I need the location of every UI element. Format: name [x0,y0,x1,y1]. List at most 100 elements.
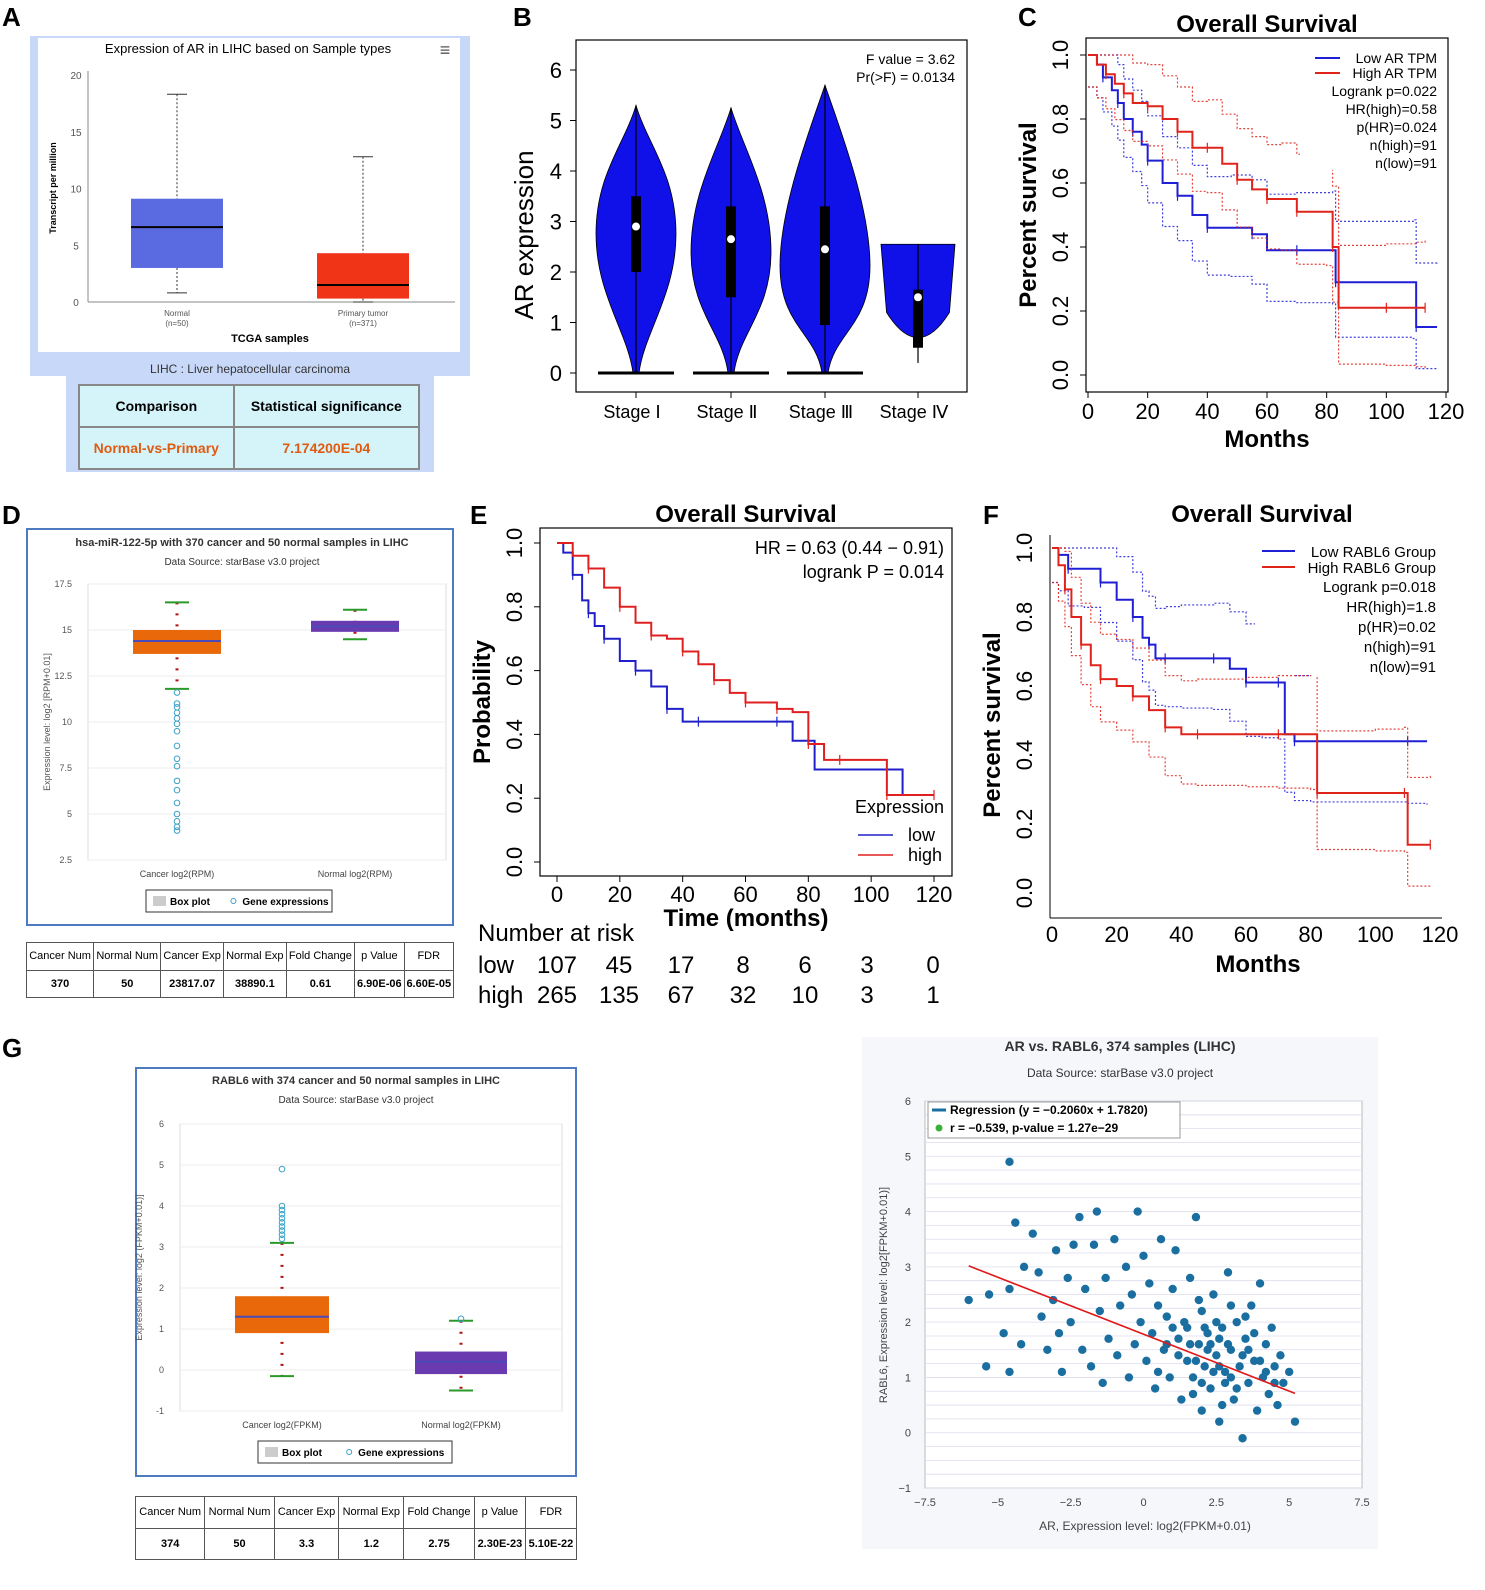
chart-title: Overall Survival [1171,501,1352,528]
table-header: Normal Exp [222,942,287,971]
x-tick-label: Primary tumor [338,309,389,318]
outlier-point [457,1315,465,1323]
violin-iqr [820,206,830,326]
scatter-point [1063,1273,1072,1283]
outlier-point [173,720,181,728]
scatter-point [1279,1378,1288,1388]
chart-subtitle: Data Source: starBase v3.0 project [1027,1066,1214,1080]
risk-value: 45 [606,952,633,979]
scatter-point [999,1329,1008,1338]
scatter-point [1217,1400,1227,1410]
risk-value: 17 [668,952,695,979]
table-header: Normal Num [204,1496,275,1529]
stat-label: n(high)=91 [1364,639,1436,656]
outlier-point [173,810,181,818]
ci-lower [1052,581,1431,887]
outlier-point [278,1235,286,1243]
y-tick-label: 5 [159,1160,164,1170]
legend-label: Regression (y = −0.2060x + 1.7820) [950,1103,1148,1117]
outlier-point [278,1210,286,1218]
outlier-point [173,727,181,735]
scatter-point [1028,1229,1037,1238]
x-tick-label: 80 [1314,399,1338,424]
outlier-point [173,689,181,696]
y-tick-label: 12.5 [54,671,72,681]
y-tick-label: 7.5 [59,763,72,773]
annotation: F value = 3.62 [866,51,955,67]
legend-box [927,1101,1181,1139]
scatter-point [1206,1340,1215,1349]
outlier-point [278,1227,286,1234]
scatter-point [1247,1301,1256,1310]
scatter-point [1075,1212,1084,1222]
chart-title: Overall Survival [655,501,836,528]
scatter-point [1113,1351,1122,1360]
table-cell: 374 [134,1527,206,1560]
y-tick-label: 4 [159,1201,164,1211]
scatter-point [1005,1367,1014,1377]
x-tick-label: 60 [733,882,757,907]
scatter-point [1244,1378,1253,1388]
y-tick-label: 3 [159,1242,164,1252]
risk-value: 1 [926,982,939,1009]
y-tick-label: 0 [159,1365,164,1375]
risk-table-title: Number at risk [478,920,635,947]
x-tick-label: 20 [608,882,632,907]
scatter-point [1136,1317,1145,1327]
y-tick-label: 1 [159,1324,164,1334]
scatter-point [1051,1246,1061,1255]
scatter-point [1177,1395,1186,1404]
scatter-point [1264,1389,1273,1399]
y-tick-label: 0.4 [502,719,527,750]
box [317,253,409,299]
violin-median [727,235,735,244]
scatter-point [1174,1351,1183,1360]
stat-label: HR(high)=0.58 [1346,101,1438,117]
panel-label-a: A [2,2,21,32]
x-tick-label: 60 [1234,922,1258,947]
y-tick-label: 0.8 [1048,104,1073,135]
risk-row-label-high: high [478,982,524,1009]
scatter-point [1153,1367,1163,1377]
scatter-point [1206,1384,1215,1393]
panel-a-caption: LIHC : Liver hepatocellular carcinoma [149,362,351,376]
scatter-point [1121,1262,1131,1272]
y-axis-label: Expression level: log2 [RPM+0.01] [42,653,52,791]
x-tick-label: 40 [670,882,694,907]
x-tick-label: 20 [1104,922,1128,947]
legend-bg [1300,48,1446,170]
scatter-point [1220,1378,1230,1388]
scatter-point [1255,1356,1265,1366]
legend-label: r = −0.539, p-value = 1.27e−29 [950,1121,1118,1135]
scatter-point [1220,1367,1230,1377]
violin-median [632,222,640,231]
legend-box [145,889,333,913]
x-tick-label: 5 [1286,1497,1292,1509]
outlier-point [278,1206,286,1214]
y-tick-label: 0 [905,1428,911,1440]
legend-swatch [230,898,237,904]
outlier-point [173,827,181,834]
scatter-point [1200,1323,1209,1332]
x-axis-label: TCGA samples [231,333,309,345]
chart-subtitle: Data Source: starBase v3.0 project [278,1095,433,1106]
scatter-point [1250,1356,1259,1366]
risk-value: 32 [730,982,757,1009]
legend-label: Low AR TPM [1356,50,1437,66]
risk-value: 135 [599,982,639,1009]
x-tick-label: −5 [992,1497,1005,1509]
scatter-point [1092,1207,1102,1216]
scatter-point [1162,1312,1172,1321]
ci-lower [1088,86,1438,370]
legend-swatch [153,896,166,906]
table-header: p Value [473,1496,526,1529]
stat-label: p(HR)=0.02 [1358,619,1436,636]
chart-title: hsa-miR-122-5p with 370 cancer and 50 no… [75,537,408,549]
scatter-point [1226,1301,1236,1310]
y-tick-label: 0.2 [1012,809,1037,840]
panel-g-table: Cancer Num Normal Num Cancer Exp Normal Exp… [134,1496,578,1560]
legend-label: High AR TPM [1352,65,1437,81]
scatter-point [1229,1395,1239,1404]
scatter-point [1235,1362,1244,1371]
scatter-point [1183,1356,1192,1366]
